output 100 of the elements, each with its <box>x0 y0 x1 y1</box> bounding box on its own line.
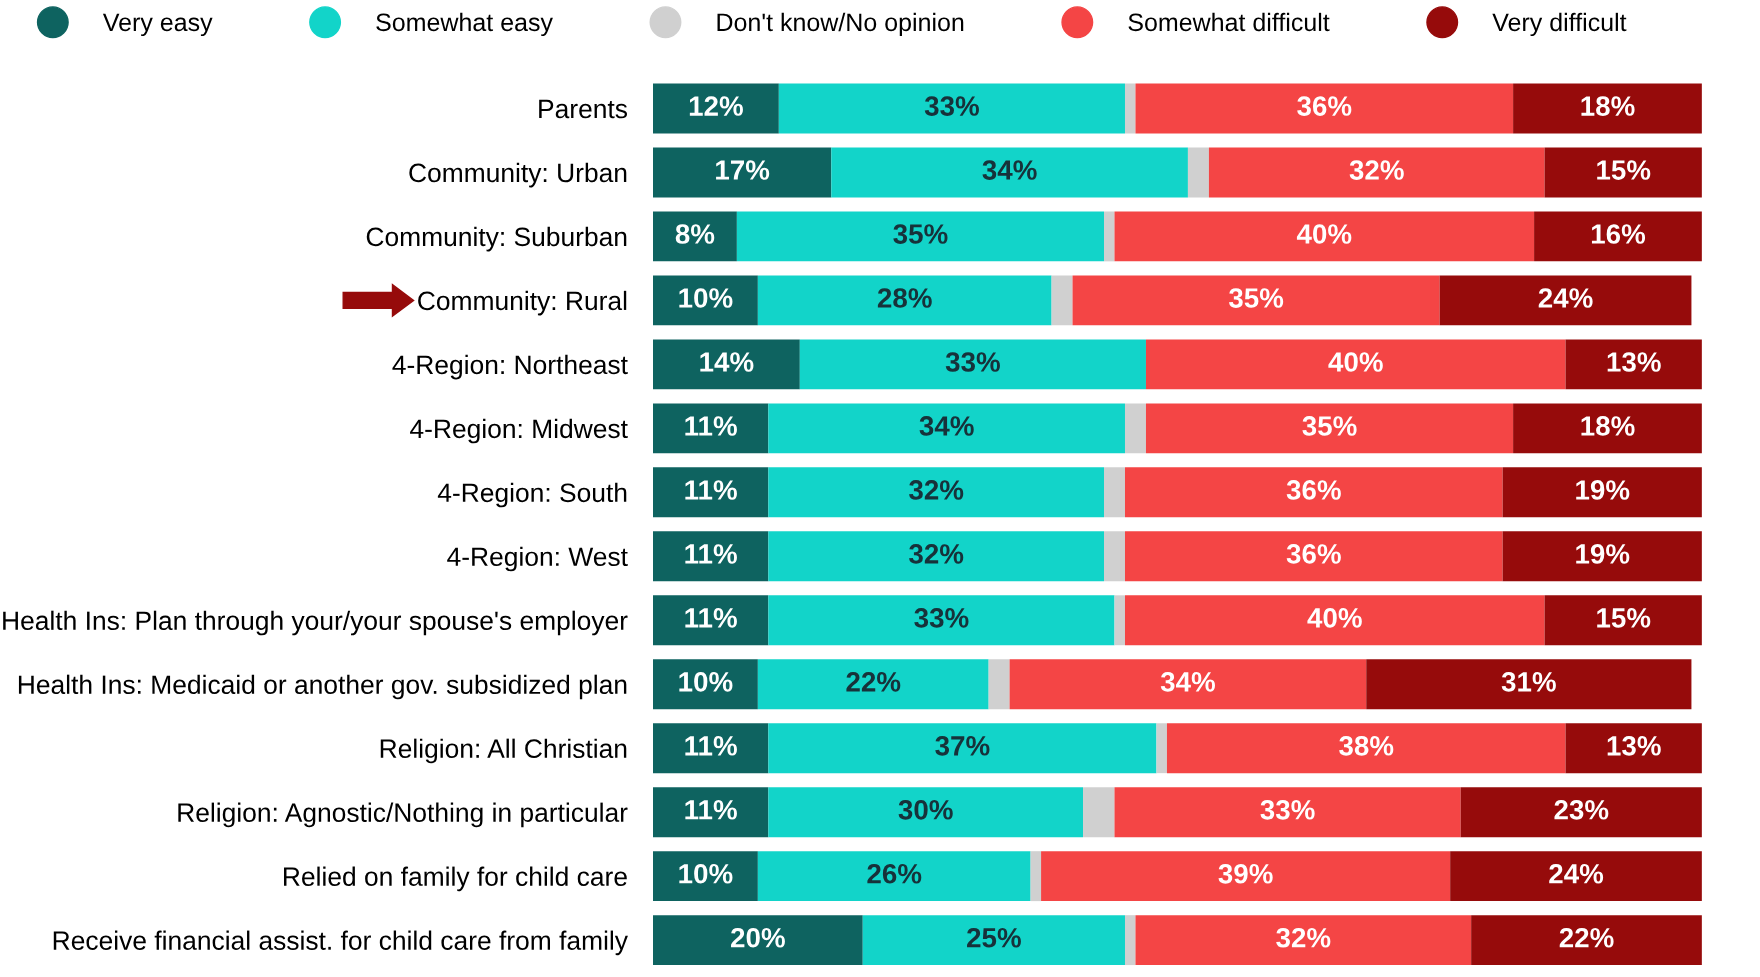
data-label: 16% <box>1591 224 1646 244</box>
bar <box>768 723 1157 774</box>
bar <box>1083 787 1115 838</box>
y-tick-label: Community: Suburban <box>366 226 627 252</box>
y-tick-label: Health Ins: Plan through your/your spouse's employer <box>3 610 628 636</box>
data-label: 24% <box>1549 863 1604 884</box>
data-label: 19% <box>1576 480 1630 500</box>
bar <box>1156 723 1167 774</box>
y-tick-label: 4-Region: West <box>447 546 628 572</box>
y-tick-label: 4-Region: Northeast <box>392 354 628 380</box>
data-label: 32% <box>1276 927 1331 948</box>
legend-label: Somewhat easy <box>376 12 553 37</box>
bar <box>1104 531 1125 582</box>
legend-label: Very easy <box>102 13 213 37</box>
bar <box>799 339 1146 390</box>
data-label: 40% <box>1328 352 1383 372</box>
bar <box>652 723 769 774</box>
bar <box>1366 659 1692 710</box>
data-label: 11% <box>685 544 737 564</box>
data-label: 35% <box>893 224 948 244</box>
bar <box>652 595 769 646</box>
bar <box>1513 83 1702 134</box>
data-label: 13% <box>1607 352 1661 372</box>
data-label: 11% <box>685 800 737 820</box>
data-label: 20% <box>731 927 785 948</box>
data-label: 34% <box>1160 672 1215 692</box>
bar <box>1513 403 1702 454</box>
data-label: 31% <box>1501 672 1556 692</box>
bar <box>1072 275 1440 326</box>
data-label: 19% <box>1576 544 1630 564</box>
bar <box>757 851 1031 902</box>
data-label: 24% <box>1538 288 1593 308</box>
bar <box>1104 211 1115 262</box>
bar <box>831 147 1188 198</box>
bar <box>652 339 800 390</box>
bar <box>1502 467 1702 518</box>
bar <box>1009 659 1367 710</box>
bar <box>652 147 832 198</box>
bar <box>652 531 769 582</box>
data-label: 32% <box>909 480 964 500</box>
data-label: 33% <box>1260 799 1315 820</box>
bar <box>778 83 1125 134</box>
y-tick-label: Religion: Agnostic/Nothing in particular <box>178 802 628 828</box>
y-tick-label: Community: Urban <box>409 162 627 188</box>
data-label: 11% <box>685 608 737 628</box>
data-label: 36% <box>1286 544 1341 564</box>
y-tick-label: Parents <box>539 99 628 119</box>
bar <box>1124 531 1503 582</box>
legend-label: Very difficult <box>1492 12 1627 37</box>
legend-label: Somewhat difficult <box>1128 12 1330 32</box>
bar <box>1471 915 1702 966</box>
data-label: 17% <box>716 160 770 180</box>
bar <box>1114 787 1461 838</box>
bar <box>652 275 758 326</box>
bar <box>1124 403 1146 454</box>
bar <box>1544 147 1702 198</box>
legend-label: Don't know/No opinion <box>717 12 964 37</box>
data-label: 36% <box>1286 480 1341 500</box>
bar <box>652 659 758 710</box>
data-label: 15% <box>1597 160 1651 180</box>
bar <box>768 595 1115 646</box>
y-tick-label: Health Ins: Medicaid or another gov. subsidized plan <box>18 674 627 700</box>
data-label: 34% <box>919 416 974 436</box>
data-label: 13% <box>1607 735 1661 756</box>
data-label: 26% <box>867 863 922 884</box>
bar <box>1030 851 1042 902</box>
bar <box>1565 339 1702 390</box>
bar <box>768 787 1084 838</box>
data-label: 32% <box>909 544 964 564</box>
bar <box>1450 851 1702 902</box>
data-label: 18% <box>1581 96 1635 116</box>
data-label: 15% <box>1597 608 1651 628</box>
bar <box>1135 83 1514 134</box>
bar <box>1166 723 1566 774</box>
bar <box>1187 147 1209 198</box>
data-label: 11% <box>685 416 737 436</box>
data-label: 22% <box>1559 927 1614 948</box>
y-tick-label: 4-Region: Midwest <box>410 418 628 444</box>
y-tick-label: Community: Rural <box>418 290 627 316</box>
data-label: 35% <box>1228 288 1284 308</box>
data-label: 11% <box>685 480 737 500</box>
bar <box>1114 595 1125 646</box>
bar <box>652 851 758 902</box>
data-label: 37% <box>935 735 990 756</box>
data-label: 33% <box>914 608 969 628</box>
data-label: 18% <box>1581 416 1635 436</box>
data-label: 23% <box>1554 799 1609 820</box>
bar <box>1534 211 1702 262</box>
data-label: 8% <box>675 224 715 244</box>
data-label: 36% <box>1297 96 1352 116</box>
data-label: 12% <box>689 96 743 116</box>
bar <box>652 403 769 454</box>
data-label: 33% <box>945 352 1000 372</box>
bar <box>1124 83 1136 134</box>
bar <box>652 787 769 838</box>
bar <box>1051 275 1073 326</box>
bar <box>768 467 1105 518</box>
data-label: 22% <box>846 672 901 692</box>
bar <box>652 211 737 262</box>
data-label: 11% <box>685 736 737 756</box>
